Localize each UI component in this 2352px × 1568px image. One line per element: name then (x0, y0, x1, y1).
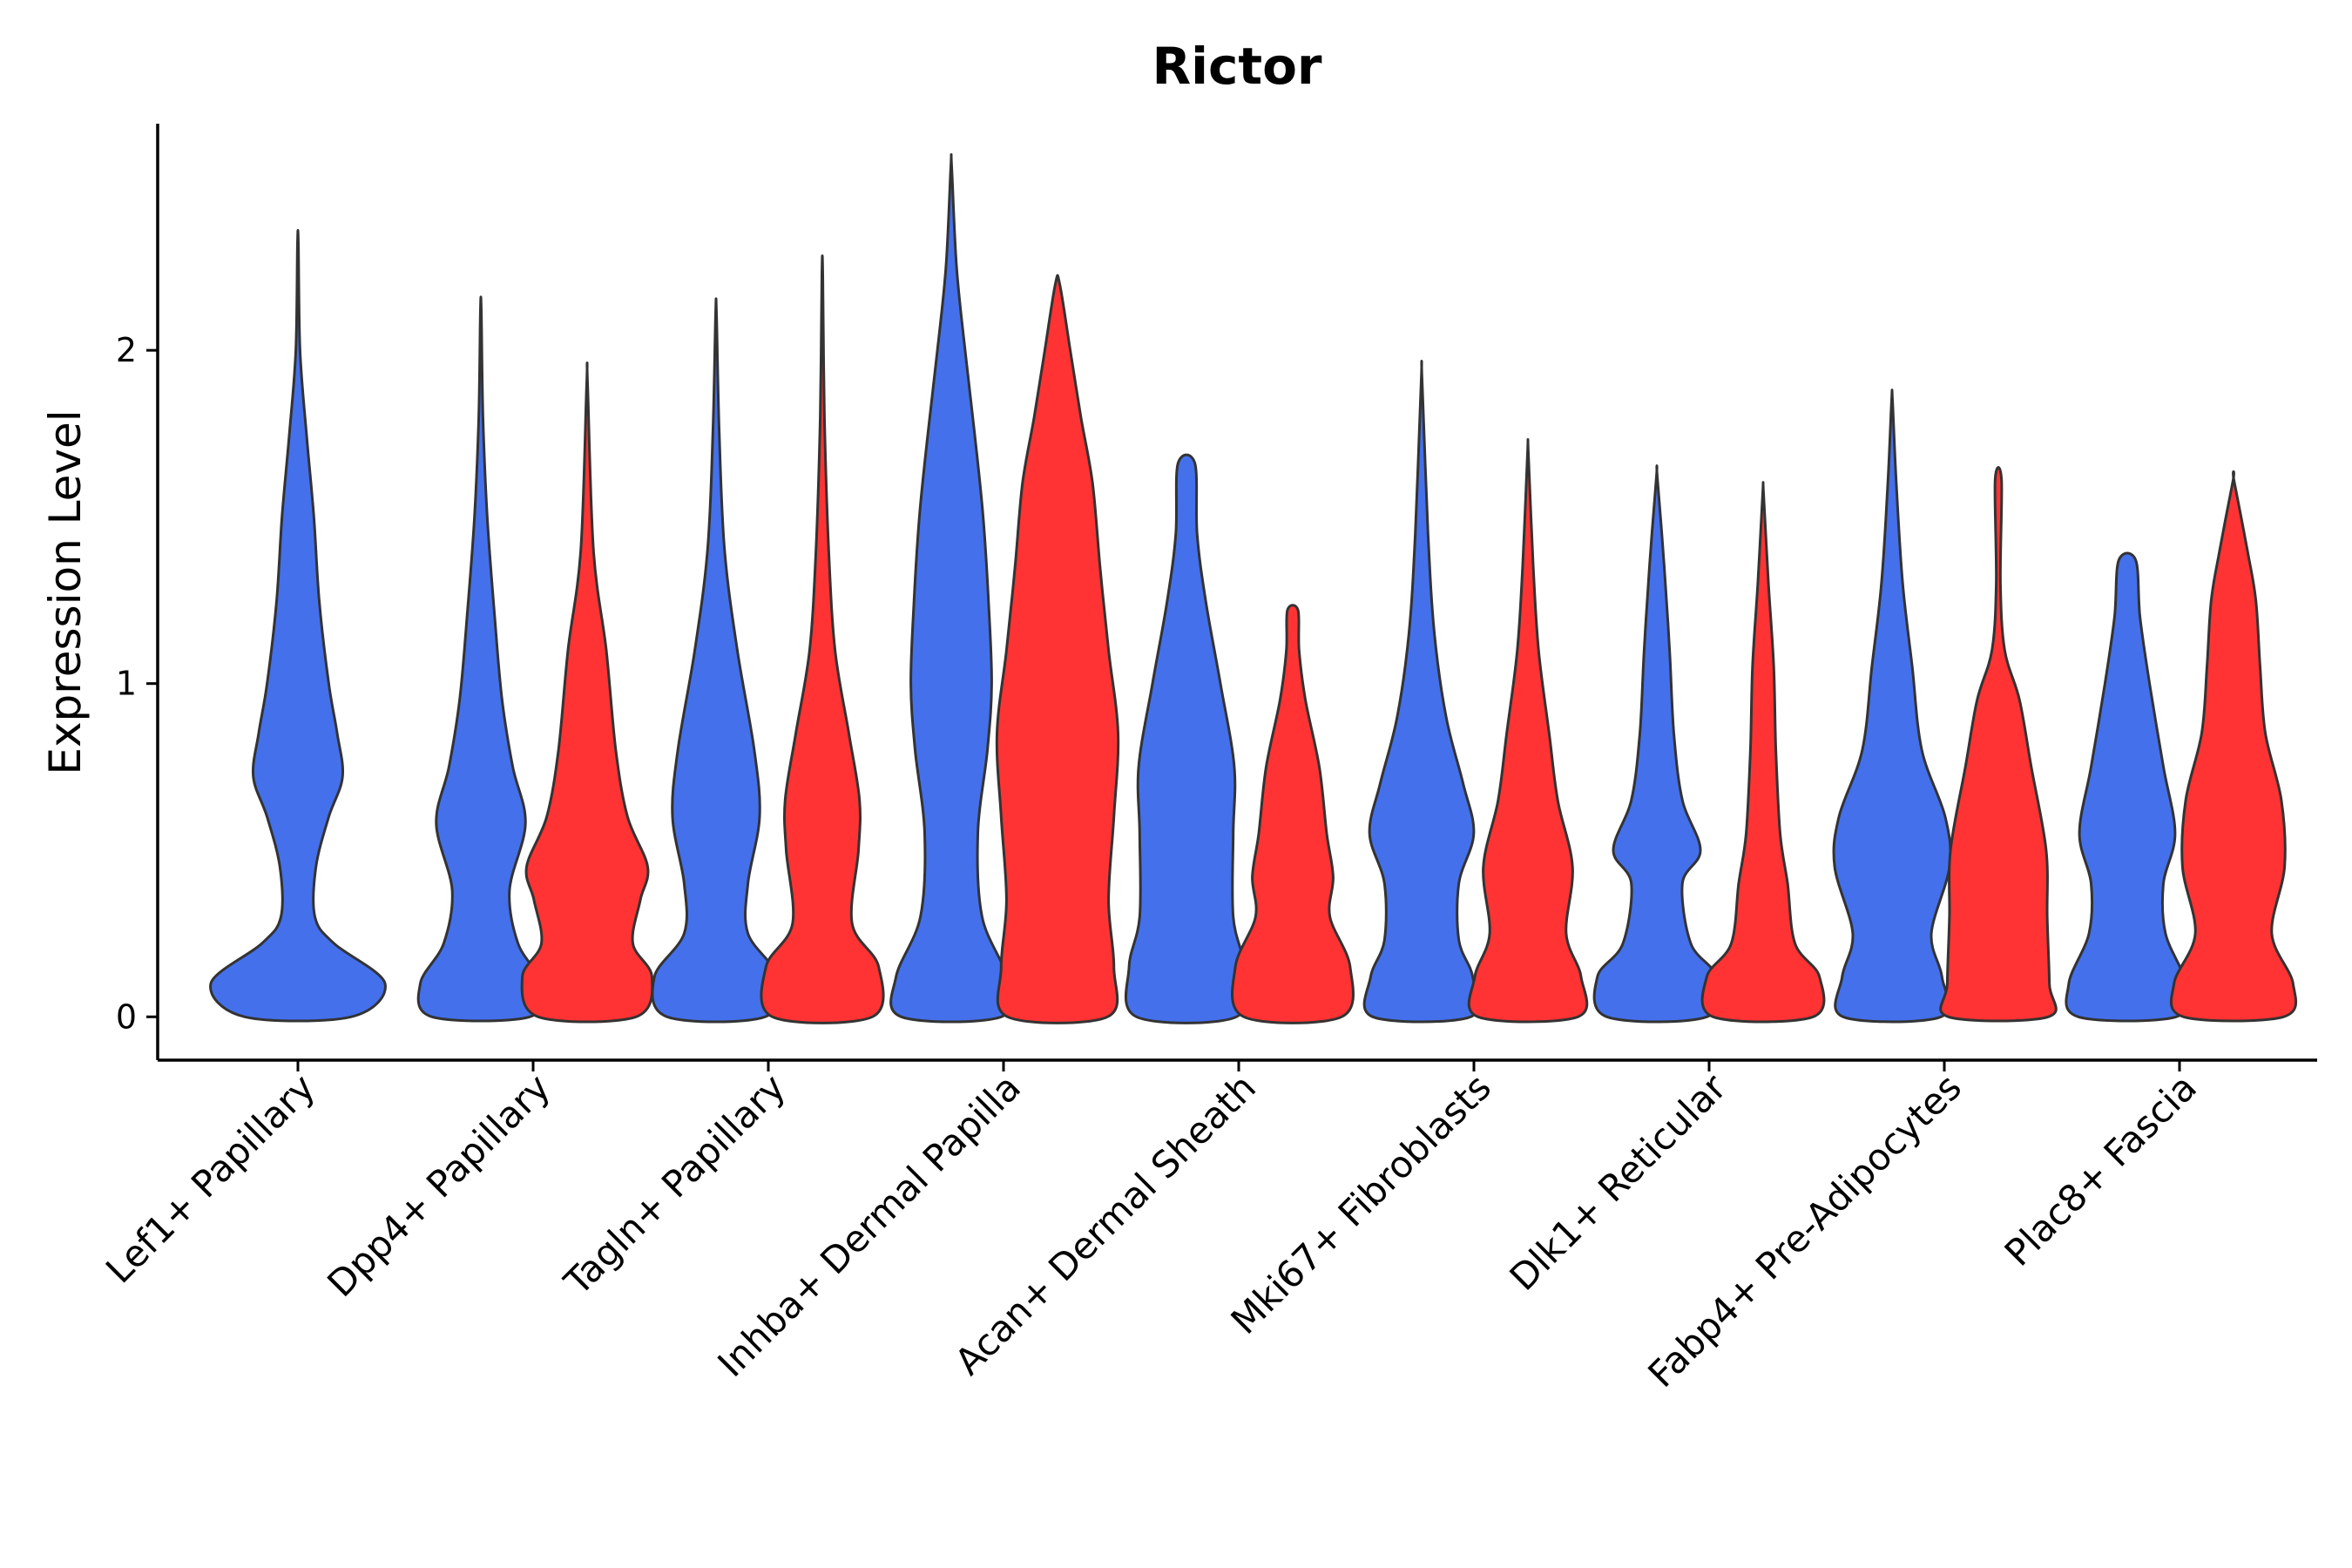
x-tick-label: Lef1+ Papillary (98, 1065, 323, 1291)
violin-group-2-8 (2169, 470, 2298, 1023)
y-tick-label: 1 (116, 665, 137, 703)
x-tick-label: Plac8+ Fascia (1997, 1065, 2205, 1274)
y-ticks: 0 1 2 (116, 331, 158, 1036)
violin-group-1-2 (651, 297, 781, 1024)
violin-group-1-6 (1592, 464, 1721, 1024)
chart-title: Rictor (1152, 37, 1321, 96)
violin-group-2-2 (760, 254, 885, 1024)
violin-layer (209, 152, 2298, 1024)
violin-group-1-8 (2065, 551, 2190, 1023)
violin-group-1-7 (1832, 389, 1952, 1024)
violin-group-1-5 (1362, 360, 1481, 1024)
violin-group-2-3 (995, 274, 1120, 1024)
x-tick-label: Dlk1+ Reticular (1502, 1065, 1735, 1299)
x-tick-label: Tagln+ Papillary (556, 1065, 794, 1303)
y-axis-label: Expression Level (40, 409, 91, 774)
y-tick-label: 0 (116, 997, 137, 1036)
x-tick-label: Mki67+ Fibroblasts (1223, 1065, 1499, 1342)
violin-group-2-1 (520, 362, 654, 1024)
violin-group-1-1 (416, 295, 545, 1023)
violin-group-2-7 (1939, 466, 2058, 1023)
x-tick-label: Dpp4+ Papillary (319, 1065, 558, 1305)
violin-group-1-3 (889, 152, 1013, 1024)
violin-group-2-4 (1231, 604, 1355, 1024)
violin-group-2-5 (1467, 438, 1589, 1024)
violin-group-1-0 (209, 228, 387, 1023)
violin-group-1-4 (1124, 453, 1249, 1024)
violin-group-2-6 (1700, 481, 1826, 1024)
y-tick-label: 2 (116, 331, 137, 369)
